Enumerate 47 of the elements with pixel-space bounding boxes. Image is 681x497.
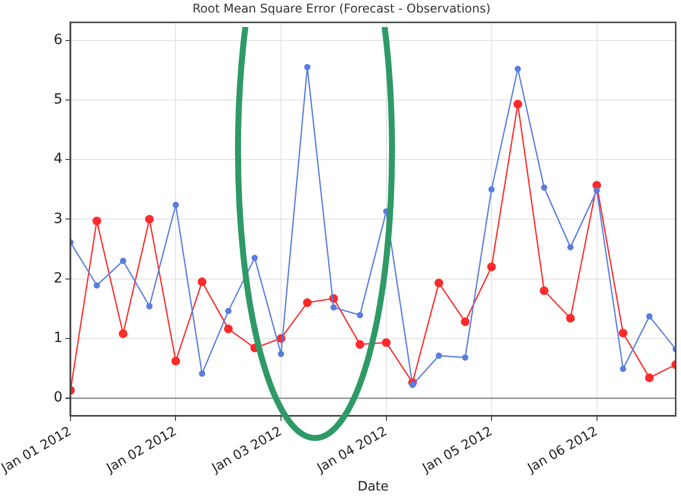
point [540, 184, 548, 191]
point [382, 338, 391, 347]
y-tick-label: 5 [54, 92, 62, 108]
point [225, 308, 232, 314]
point [646, 313, 653, 320]
y-tick-label: 4 [54, 151, 63, 168]
point [356, 312, 364, 318]
point [94, 282, 100, 288]
y-tick-label: 2 [54, 270, 62, 286]
point [145, 214, 154, 224]
point [224, 324, 233, 334]
point [618, 328, 628, 338]
y-tick-label: 1 [54, 330, 62, 346]
point [302, 298, 312, 307]
point [171, 356, 180, 366]
point [567, 244, 574, 250]
point [434, 278, 444, 288]
point [409, 382, 416, 388]
point [118, 329, 128, 338]
y-tick-label: 0 [54, 390, 62, 406]
x-axis-title: Date [358, 480, 389, 495]
point [645, 373, 654, 382]
y-tick-label: 3 [54, 210, 62, 227]
point [460, 317, 470, 326]
point [513, 100, 522, 108]
point [514, 66, 521, 72]
point [566, 314, 575, 322]
point [198, 277, 206, 286]
point [146, 303, 153, 310]
point [198, 370, 206, 377]
point [278, 350, 284, 358]
point [488, 186, 495, 192]
point [120, 258, 126, 264]
point [594, 187, 600, 194]
point [92, 216, 102, 226]
point [620, 366, 626, 372]
point [330, 304, 337, 311]
point [487, 262, 496, 272]
point [252, 254, 258, 262]
point [304, 64, 310, 70]
point [356, 340, 364, 349]
y-tick-label: 6 [54, 32, 63, 48]
point [172, 202, 179, 208]
point [540, 286, 548, 296]
point [436, 352, 442, 359]
chart-title: Root Mean Square Error (Forecast - Observations) [192, 1, 491, 16]
point [462, 354, 468, 361]
